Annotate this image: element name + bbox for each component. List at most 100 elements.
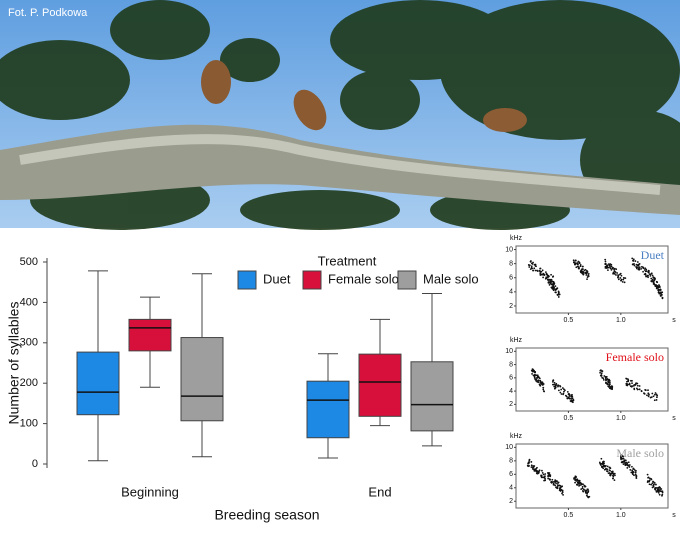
spectrogram-trace (574, 259, 577, 262)
spectrogram-trace (562, 493, 564, 496)
spectrogram-trace (620, 274, 623, 277)
spectrogram-x-tick-label: 1.0 (616, 415, 626, 422)
spectrogram-trace (622, 457, 625, 460)
spectrogram-trace (539, 267, 542, 270)
spectrogram-trace (566, 390, 569, 393)
spectrogram-trace (645, 270, 648, 273)
spectrogram-trace (610, 472, 613, 475)
spectrogram-trace (635, 387, 638, 390)
spectrogram-trace (651, 278, 654, 281)
spectrogram-trace (572, 259, 575, 262)
spectrogram-trace (534, 265, 537, 268)
spectrogram-trace (526, 464, 529, 467)
spectrogram-x-tick-label: 1.0 (616, 317, 626, 324)
spectrogram-trace (587, 491, 590, 493)
spectrogram-trace (551, 276, 554, 278)
spectrogram-trace (568, 397, 571, 400)
spectrogram-trace (585, 269, 588, 272)
spectrogram-trace (632, 263, 635, 266)
spectrogram-trace (582, 489, 584, 492)
spectrogram-trace (633, 264, 636, 267)
spectrogram-trace (631, 471, 634, 473)
spectrogram-trace (646, 394, 648, 397)
spectrogram-trace (587, 272, 590, 275)
spectrogram-trace (633, 388, 636, 391)
spectrogram-trace (613, 270, 616, 272)
spectrogram-trace (606, 378, 609, 381)
spectrogram-y-tick-label: 2 (509, 303, 513, 310)
spectrogram-trace (560, 489, 563, 491)
legend-title: Treatment (318, 253, 377, 268)
spectrogram-trace (604, 265, 607, 268)
spectrogram-trace (559, 487, 561, 490)
spectrogram-trace (628, 464, 631, 466)
spectrogram-trace (532, 468, 535, 471)
spectrogram-trace (643, 273, 646, 276)
spectrogram-trace (619, 273, 621, 276)
spectrogram-trace (638, 263, 641, 265)
spectrogram-trace (540, 474, 542, 477)
legend-swatch (237, 270, 257, 290)
spectrogram-trace (528, 465, 531, 467)
spectrogram-trace (574, 478, 577, 481)
spectrogram-trace (547, 275, 550, 278)
spectrogram-trace (543, 273, 545, 276)
spectrogram-trace (551, 478, 554, 481)
spectrogram-trace (607, 386, 610, 388)
spectrogram-trace (539, 384, 541, 387)
spectrogram-trace (576, 263, 579, 266)
spectrogram-trace (657, 491, 660, 494)
spectrogram-trace (561, 489, 564, 492)
spectrogram-trace (555, 291, 557, 294)
spectrogram-trace (558, 489, 561, 492)
spectrogram-trace (646, 481, 649, 483)
x-tick-label: End (368, 484, 391, 499)
spectrogram-trace (650, 483, 653, 486)
spectrogram-trace (647, 392, 650, 395)
spectrogram-trace (606, 468, 609, 471)
spectrogram-trace (538, 376, 540, 379)
spectrogram-trace (659, 294, 662, 297)
spectrogram-trace (604, 379, 607, 382)
spectrogram-trace (652, 276, 655, 279)
spectrogram-trace (604, 260, 607, 263)
spectrogram-trace (529, 268, 532, 271)
spectrogram-label: Male solo (616, 446, 664, 460)
spectrogram-y-tick-label: 6 (509, 471, 513, 478)
spectrogram-trace (586, 488, 589, 491)
spectrogram-trace (579, 265, 582, 268)
spectrogram-trace (538, 469, 541, 472)
spectrogram-trace (603, 462, 605, 465)
box (358, 353, 402, 417)
spectrogram-trace (628, 382, 631, 385)
spectrogram-trace (617, 276, 619, 279)
spectrogram-trace (609, 474, 612, 477)
spectrogram-trace (652, 283, 655, 285)
spectrogram-trace (572, 398, 575, 401)
spectrogram-trace (651, 392, 654, 395)
y-tick-label: 100 (20, 418, 38, 430)
spectrogram-trace (549, 475, 552, 478)
spectrogram-trace (564, 389, 566, 392)
spectrogram-trace (661, 493, 664, 496)
spectrogram-trace (571, 401, 574, 404)
spectrogram-trace (607, 263, 610, 266)
spectrogram-trace (604, 262, 607, 265)
spectrogram-label: Duet (641, 248, 665, 262)
spectrogram-trace (578, 479, 581, 482)
spectrogram-trace (555, 287, 558, 290)
spectrogram-trace (661, 296, 664, 299)
spectrogram-trace (629, 469, 632, 471)
spectrogram-trace (613, 472, 616, 475)
box (410, 361, 454, 432)
spectrogram-trace (613, 268, 615, 271)
spectrogram-trace (535, 472, 538, 475)
spectrogram-trace (599, 464, 602, 466)
spectrogram-trace (530, 260, 532, 262)
spectrogram-trace (613, 479, 616, 481)
spectrogram-trace (555, 384, 557, 386)
spectrogram-trace (633, 468, 636, 471)
spectrogram-y-tick-label: 4 (509, 289, 513, 296)
spectrogram-trace (574, 475, 577, 478)
spectrogram-trace (541, 384, 544, 386)
